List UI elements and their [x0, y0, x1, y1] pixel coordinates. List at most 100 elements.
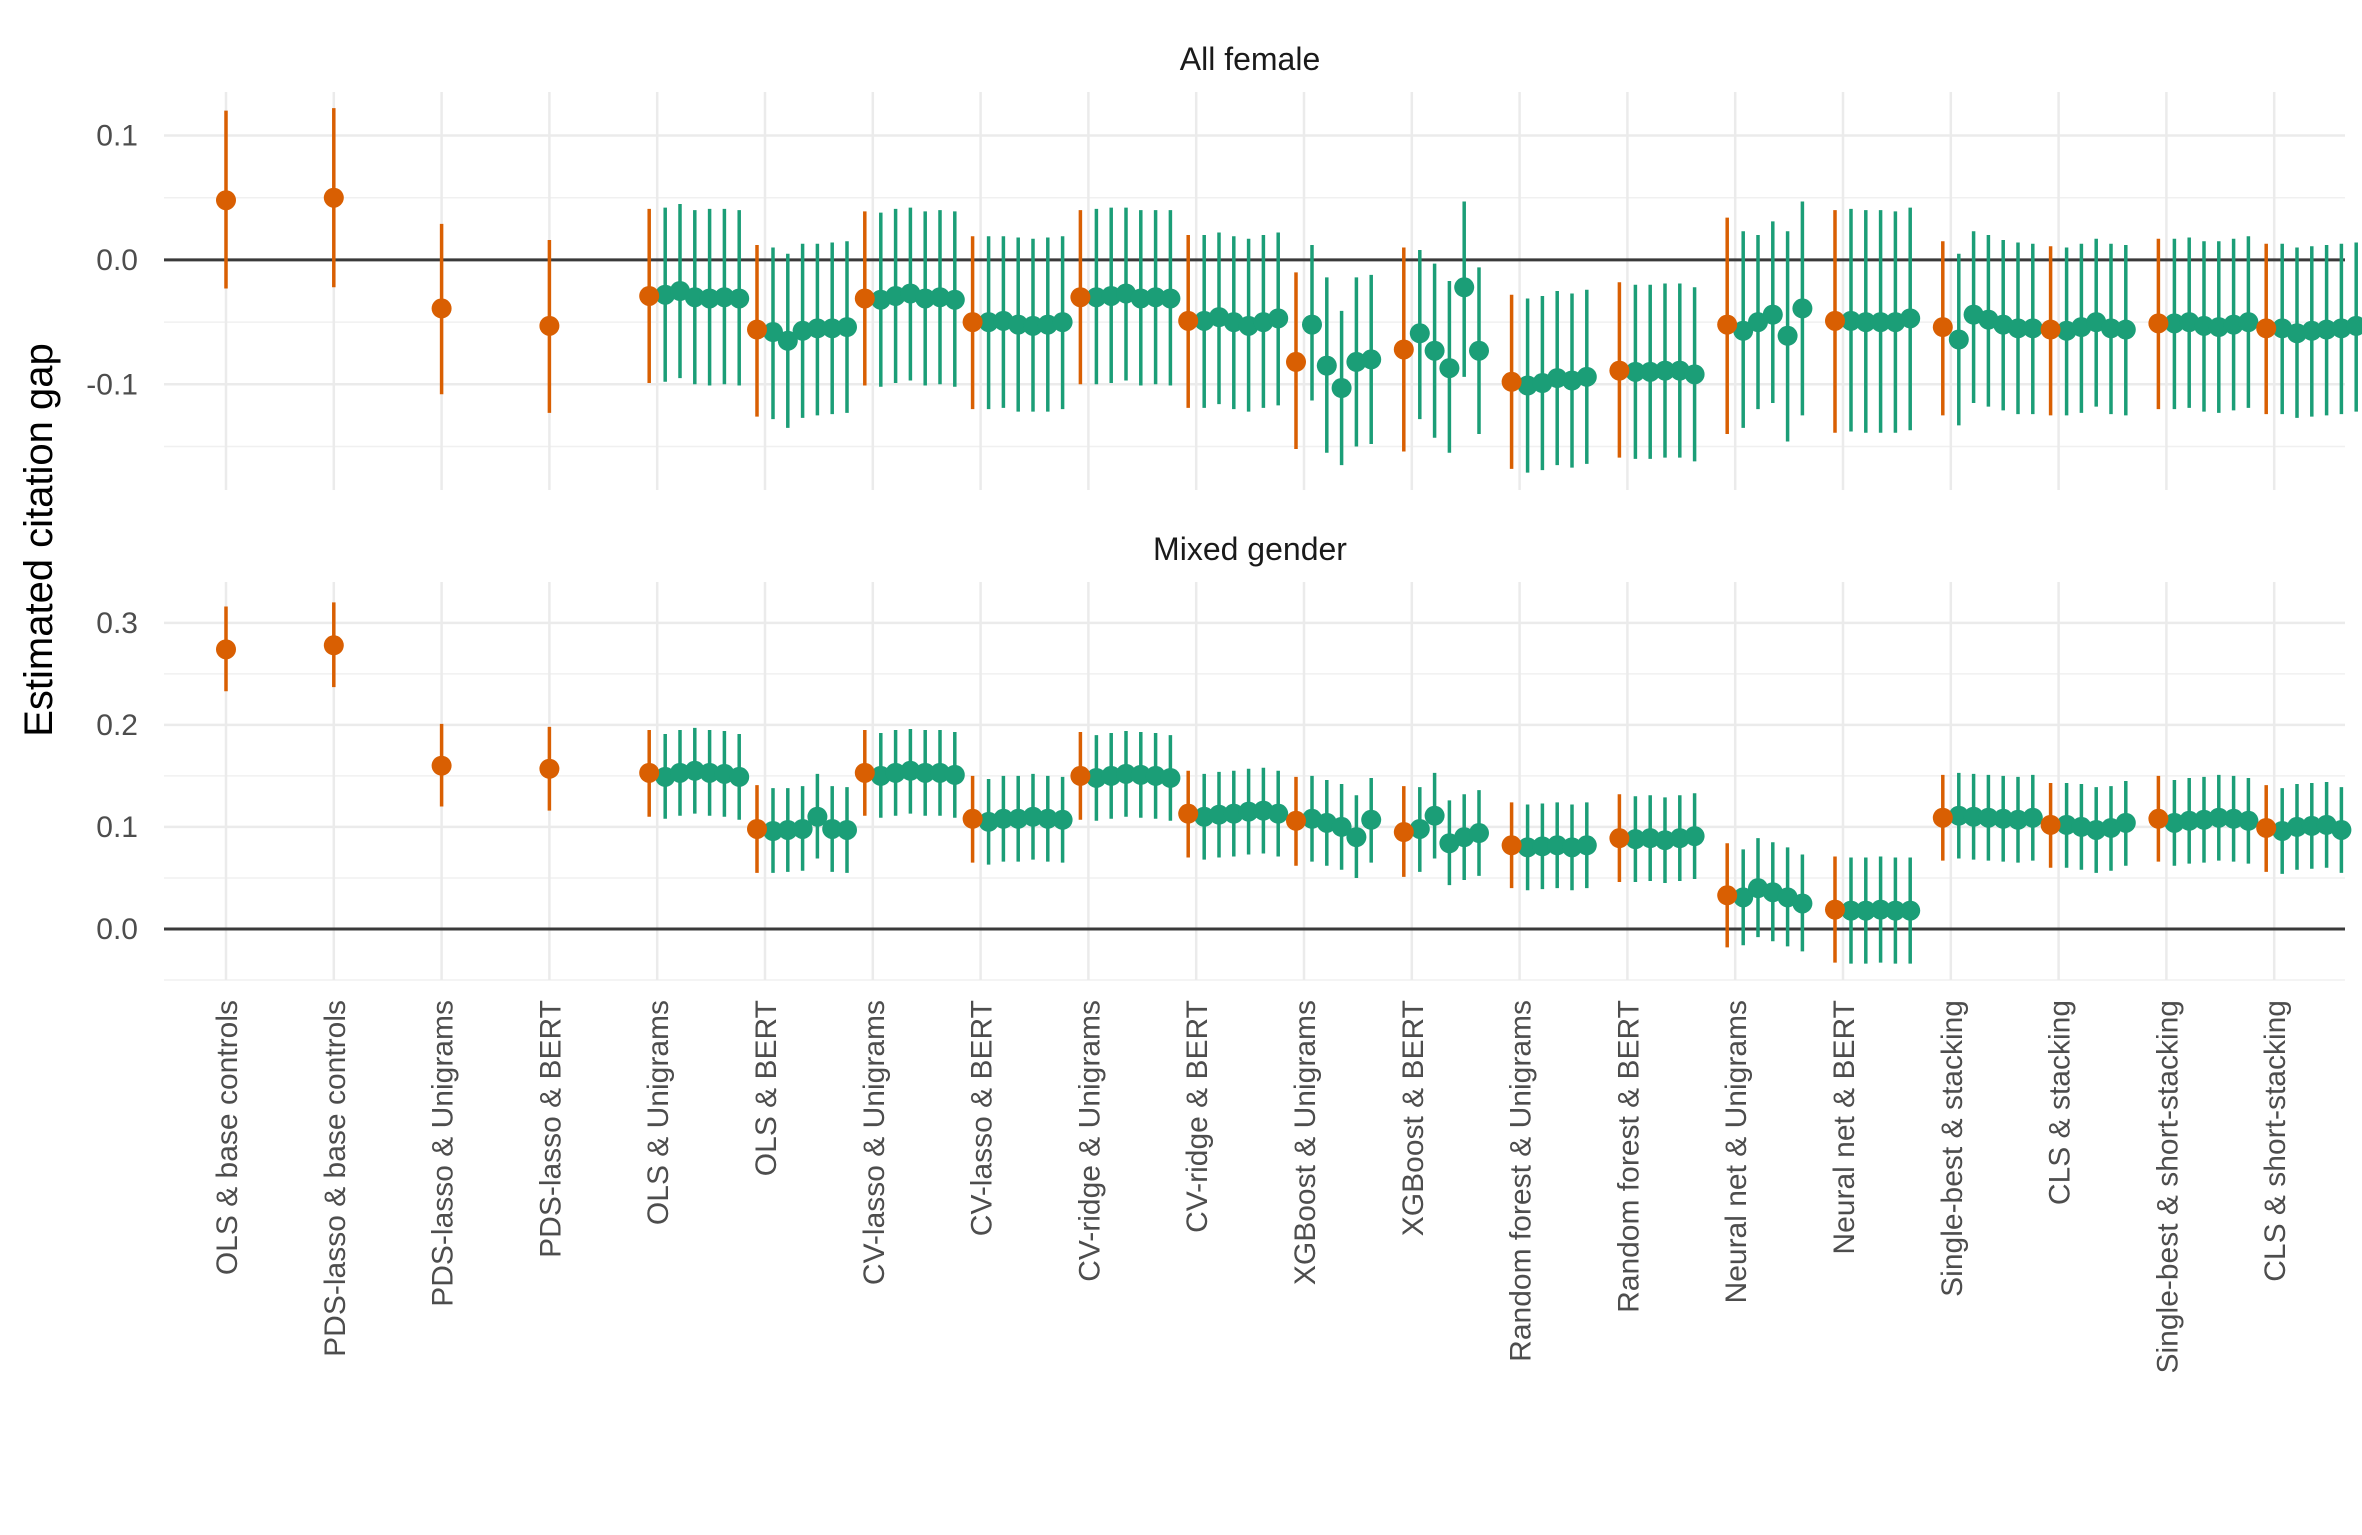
reference-point [1717, 314, 1738, 335]
repeat-point [915, 762, 936, 783]
repeat-point [763, 322, 783, 343]
estimate-group [2148, 236, 2259, 413]
repeat-point [2223, 314, 2244, 335]
estimate-group [1717, 838, 1813, 952]
estimate-group [539, 726, 560, 811]
repeat-point [1361, 809, 1382, 830]
repeat-point [1101, 285, 1122, 306]
repeat-point [2022, 318, 2043, 339]
repeat-point [2115, 319, 2136, 340]
repeat-point [1116, 763, 1136, 784]
reference-point [1070, 765, 1091, 786]
reference-point [1286, 351, 1306, 372]
repeat-point [1424, 340, 1445, 361]
reference-point [747, 818, 767, 839]
estimate-group [1070, 207, 1181, 386]
estimate-group [323, 602, 344, 688]
reference-point [1178, 803, 1199, 824]
reference-point [1393, 339, 1414, 360]
repeat-point [1160, 767, 1181, 788]
reference-point [2148, 808, 2169, 829]
reference-point [1393, 822, 1414, 843]
reference-point [1070, 287, 1091, 308]
repeat-point [1855, 900, 1876, 921]
estimate-group [1717, 201, 1813, 442]
x-tick-label: Neural net & BERT [1828, 1000, 1861, 1255]
repeat-point [1194, 806, 1215, 827]
x-tick-label: XGBoost & BERT [1397, 1000, 1430, 1236]
repeat-point [1023, 315, 1043, 336]
repeat-point [1346, 827, 1367, 848]
estimate-group [2040, 238, 2136, 416]
reference-point [323, 635, 344, 656]
repeat-point [1316, 355, 1337, 376]
repeat-point [900, 760, 921, 781]
repeat-point [1331, 378, 1352, 399]
repeat-point [1424, 805, 1445, 826]
reference-point [216, 190, 236, 211]
repeat-point [684, 287, 705, 308]
estimate-group [962, 773, 1073, 865]
repeat-point [1792, 893, 1813, 914]
panel-title-all-female: All female [1180, 41, 1321, 77]
repeat-point [1576, 835, 1597, 856]
repeat-point [1684, 826, 1705, 847]
repeat-point [837, 819, 857, 840]
repeat-point [1900, 308, 1921, 329]
reference-point [539, 758, 560, 779]
estimate-group [854, 207, 965, 387]
repeat-point [2022, 807, 2043, 828]
repeat-point [1469, 340, 1489, 361]
repeat-point [1733, 887, 1754, 908]
repeat-point [1655, 830, 1675, 851]
repeat-point [837, 317, 857, 338]
repeat-point [1223, 803, 1244, 824]
reference-point [1609, 828, 1630, 849]
estimate-group [1178, 232, 1289, 412]
estimate-group [962, 236, 1073, 412]
x-tick-label: Neural net & Unigrams [1720, 1000, 1753, 1303]
repeat-point [2301, 320, 2322, 341]
repeat-point [699, 762, 720, 783]
repeat-point [1963, 806, 1984, 827]
estimate-group [1070, 730, 1181, 821]
reference-point [1717, 885, 1738, 906]
estimate-group [1825, 856, 1921, 964]
y-tick-label: 0.0 [96, 244, 138, 277]
repeat-point [993, 808, 1014, 829]
x-tick-label: CLS & short-stacking [2259, 1000, 2292, 1282]
repeat-point [2316, 319, 2337, 340]
repeat-point [1086, 767, 1107, 788]
repeat-point [1268, 308, 1289, 329]
repeat-point [729, 766, 750, 787]
estimate-group [1932, 231, 2043, 426]
repeat-point [684, 760, 705, 781]
repeat-point [1130, 288, 1151, 309]
repeat-point [1993, 808, 2014, 829]
x-tick-label: PDS-lasso & base controls [319, 1000, 352, 1357]
repeat-point [1684, 364, 1705, 385]
repeat-point [1130, 764, 1151, 785]
repeat-point [1885, 900, 1906, 921]
repeat-point [1792, 298, 1813, 319]
estimate-group [2256, 242, 2362, 418]
repeat-point [1052, 312, 1073, 333]
repeat-point [915, 288, 936, 309]
repeat-point [1409, 323, 1430, 344]
repeat-point [1762, 304, 1783, 325]
repeat-point [2301, 815, 2322, 836]
repeat-point [885, 285, 906, 306]
repeat-point [1948, 329, 1969, 350]
repeat-point [1640, 828, 1661, 849]
repeat-point [1669, 828, 1690, 849]
x-tick-label: OLS & BERT [750, 1000, 783, 1176]
repeat-point [2056, 814, 2077, 835]
x-axis: OLS & base controls PDS-lasso & base cont… [211, 1000, 2292, 1374]
estimate-group [431, 223, 452, 395]
repeat-point [1086, 287, 1107, 308]
repeat-point [2223, 808, 2244, 829]
x-tick-label: OLS & base controls [211, 1000, 244, 1275]
estimate-group [1393, 201, 1489, 453]
repeat-point [670, 762, 690, 783]
